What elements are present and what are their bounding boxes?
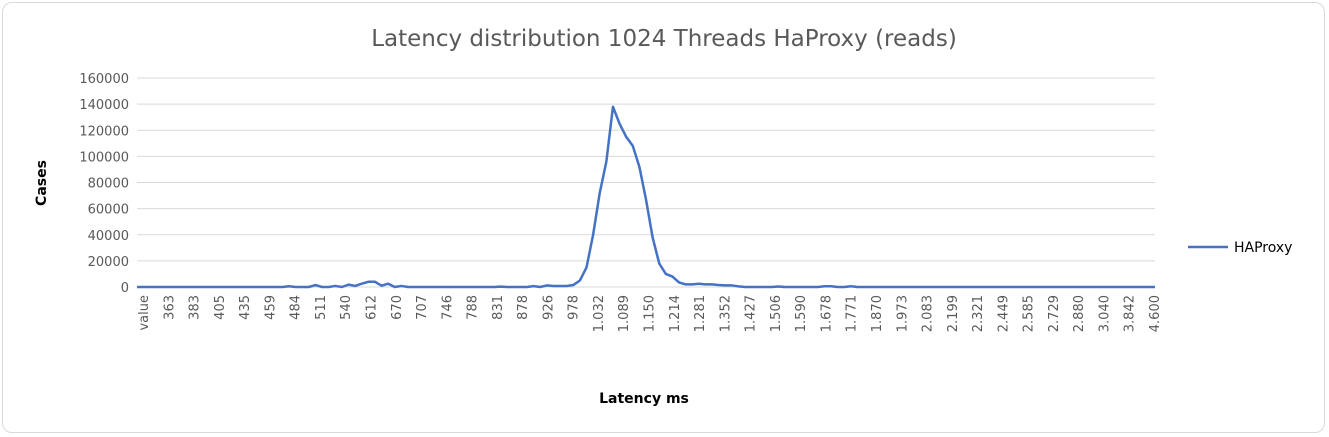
x-tick-label: 878 bbox=[516, 295, 531, 320]
y-tick-label: 40000 bbox=[88, 229, 129, 244]
x-tick-label: 1.214 bbox=[668, 295, 683, 332]
y-tick-label: 160000 bbox=[79, 72, 129, 87]
y-tick-label: 60000 bbox=[88, 203, 129, 218]
y-tick-label: 0 bbox=[121, 281, 129, 296]
x-tick-label: 788 bbox=[466, 295, 481, 320]
x-tick-label: 4.600 bbox=[1148, 295, 1163, 332]
x-tick-label: 1.590 bbox=[794, 295, 809, 332]
y-tick-label: 120000 bbox=[79, 124, 129, 139]
y-tick-label: 140000 bbox=[79, 98, 129, 113]
y-tick-label: 100000 bbox=[79, 150, 129, 165]
x-tick-label: 1.771 bbox=[845, 295, 860, 332]
x-tick-label: 1.427 bbox=[744, 295, 759, 332]
legend: HAProxy bbox=[1188, 240, 1292, 256]
x-tick-label: 1.973 bbox=[895, 295, 910, 332]
x-axis-title: Latency ms bbox=[599, 391, 689, 407]
gridlines bbox=[137, 77, 1155, 288]
x-tick-label: 831 bbox=[491, 295, 506, 320]
x-tick-label: 363 bbox=[162, 295, 177, 320]
x-tick-label: 1.089 bbox=[617, 295, 632, 332]
x-tick-label: 459 bbox=[263, 295, 278, 320]
x-tick-label: 1.678 bbox=[819, 295, 834, 332]
x-tick-label: 511 bbox=[314, 295, 329, 320]
y-axis-ticks: 0 20000 40000 60000 80000 100000 120000 140000 1… bbox=[79, 72, 129, 296]
x-tick-label: 1.506 bbox=[769, 295, 784, 332]
x-tick-label: 2.321 bbox=[971, 295, 986, 332]
y-tick-label: 80000 bbox=[88, 177, 129, 192]
x-tick-label: 383 bbox=[188, 295, 203, 320]
x-tick-label: 2.880 bbox=[1072, 295, 1087, 332]
x-tick-label: 670 bbox=[390, 295, 405, 320]
x-tick-label: 435 bbox=[238, 295, 253, 320]
x-tick-label: 978 bbox=[567, 295, 582, 320]
legend-label: HAProxy bbox=[1234, 240, 1292, 256]
x-tick-label: 746 bbox=[440, 295, 455, 320]
x-tick-label: value bbox=[137, 295, 152, 331]
x-tick-label: 707 bbox=[415, 295, 430, 320]
x-axis-ticks: value 363 383 405 435 459 484 511 540 612 670 707 74… bbox=[137, 295, 1163, 332]
y-tick-label: 20000 bbox=[88, 255, 129, 270]
x-tick-label: 3.040 bbox=[1097, 295, 1112, 332]
x-tick-label: 612 bbox=[364, 295, 379, 320]
x-tick-label: 3.842 bbox=[1123, 295, 1138, 332]
x-tick-label: 1.150 bbox=[643, 295, 658, 332]
x-tick-label: 2.199 bbox=[946, 295, 961, 332]
x-tick-label: 2.083 bbox=[921, 295, 936, 332]
x-tick-label: 540 bbox=[339, 295, 354, 320]
x-tick-label: 1.870 bbox=[870, 295, 885, 332]
series-layer bbox=[137, 105, 1155, 289]
x-tick-label: 2.729 bbox=[1047, 295, 1062, 332]
x-tick-label: 1.352 bbox=[718, 295, 733, 332]
x-tick-label: 484 bbox=[289, 295, 304, 320]
x-tick-label: 2.449 bbox=[996, 295, 1011, 332]
x-tick-label: 926 bbox=[541, 295, 556, 320]
x-tick-label: 1.281 bbox=[693, 295, 708, 332]
x-tick-label: 2.585 bbox=[1022, 295, 1037, 332]
x-tick-label: 405 bbox=[213, 295, 228, 320]
x-tick-label: 1.032 bbox=[592, 295, 607, 332]
y-axis-title: Cases bbox=[34, 160, 50, 206]
chart-title: Latency distribution 1024 Threads HaProx… bbox=[371, 26, 957, 52]
series-line-haproxy bbox=[137, 105, 1155, 289]
